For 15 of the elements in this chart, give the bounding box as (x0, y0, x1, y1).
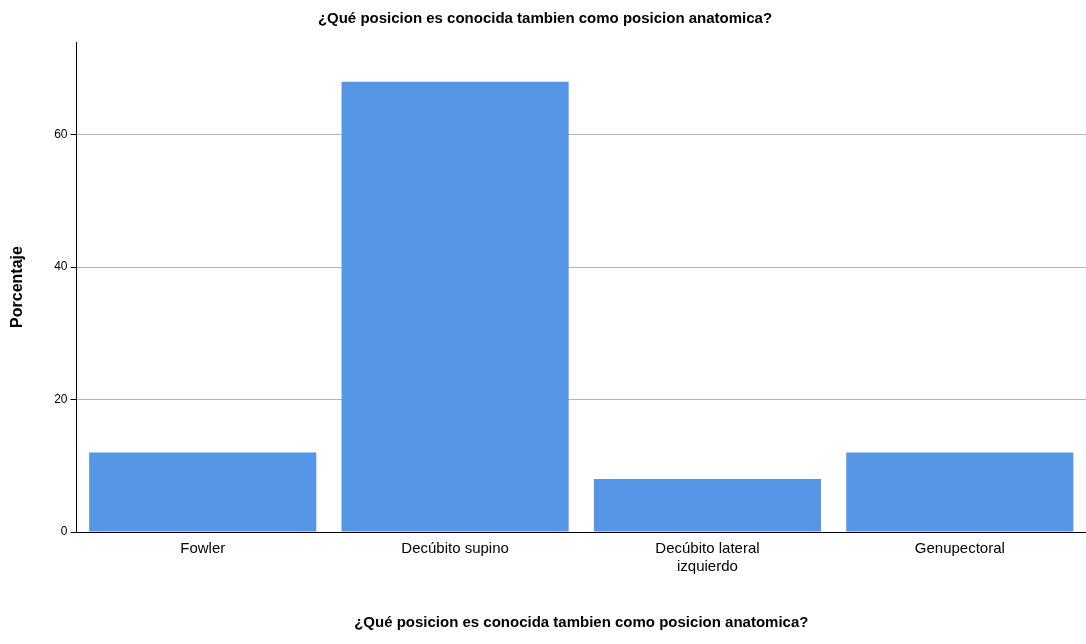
x-axis-title: ¿Qué posicion es conocida tambien como posicion anatomica? (354, 613, 809, 631)
y-tick-label: 60 (54, 127, 68, 142)
bar (846, 452, 1074, 532)
bar (341, 81, 569, 532)
bar (593, 479, 822, 532)
y-tick-label: 20 (54, 391, 68, 406)
bar (89, 452, 317, 532)
y-tick-label: 40 (54, 259, 68, 274)
x-tick-label: Decúbito lateral izquierdo (655, 539, 760, 575)
y-axis-title: Porcentaje (8, 245, 26, 328)
x-tick-label: Fowler (180, 539, 226, 557)
x-tick-label: Genupectoral (914, 539, 1005, 557)
x-tick-label: Decúbito supino (401, 539, 509, 557)
y-tick-label: 0 (60, 524, 68, 539)
chart-title: ¿Qué posicion es conocida tambien como posicion anatomica? (317, 9, 773, 27)
